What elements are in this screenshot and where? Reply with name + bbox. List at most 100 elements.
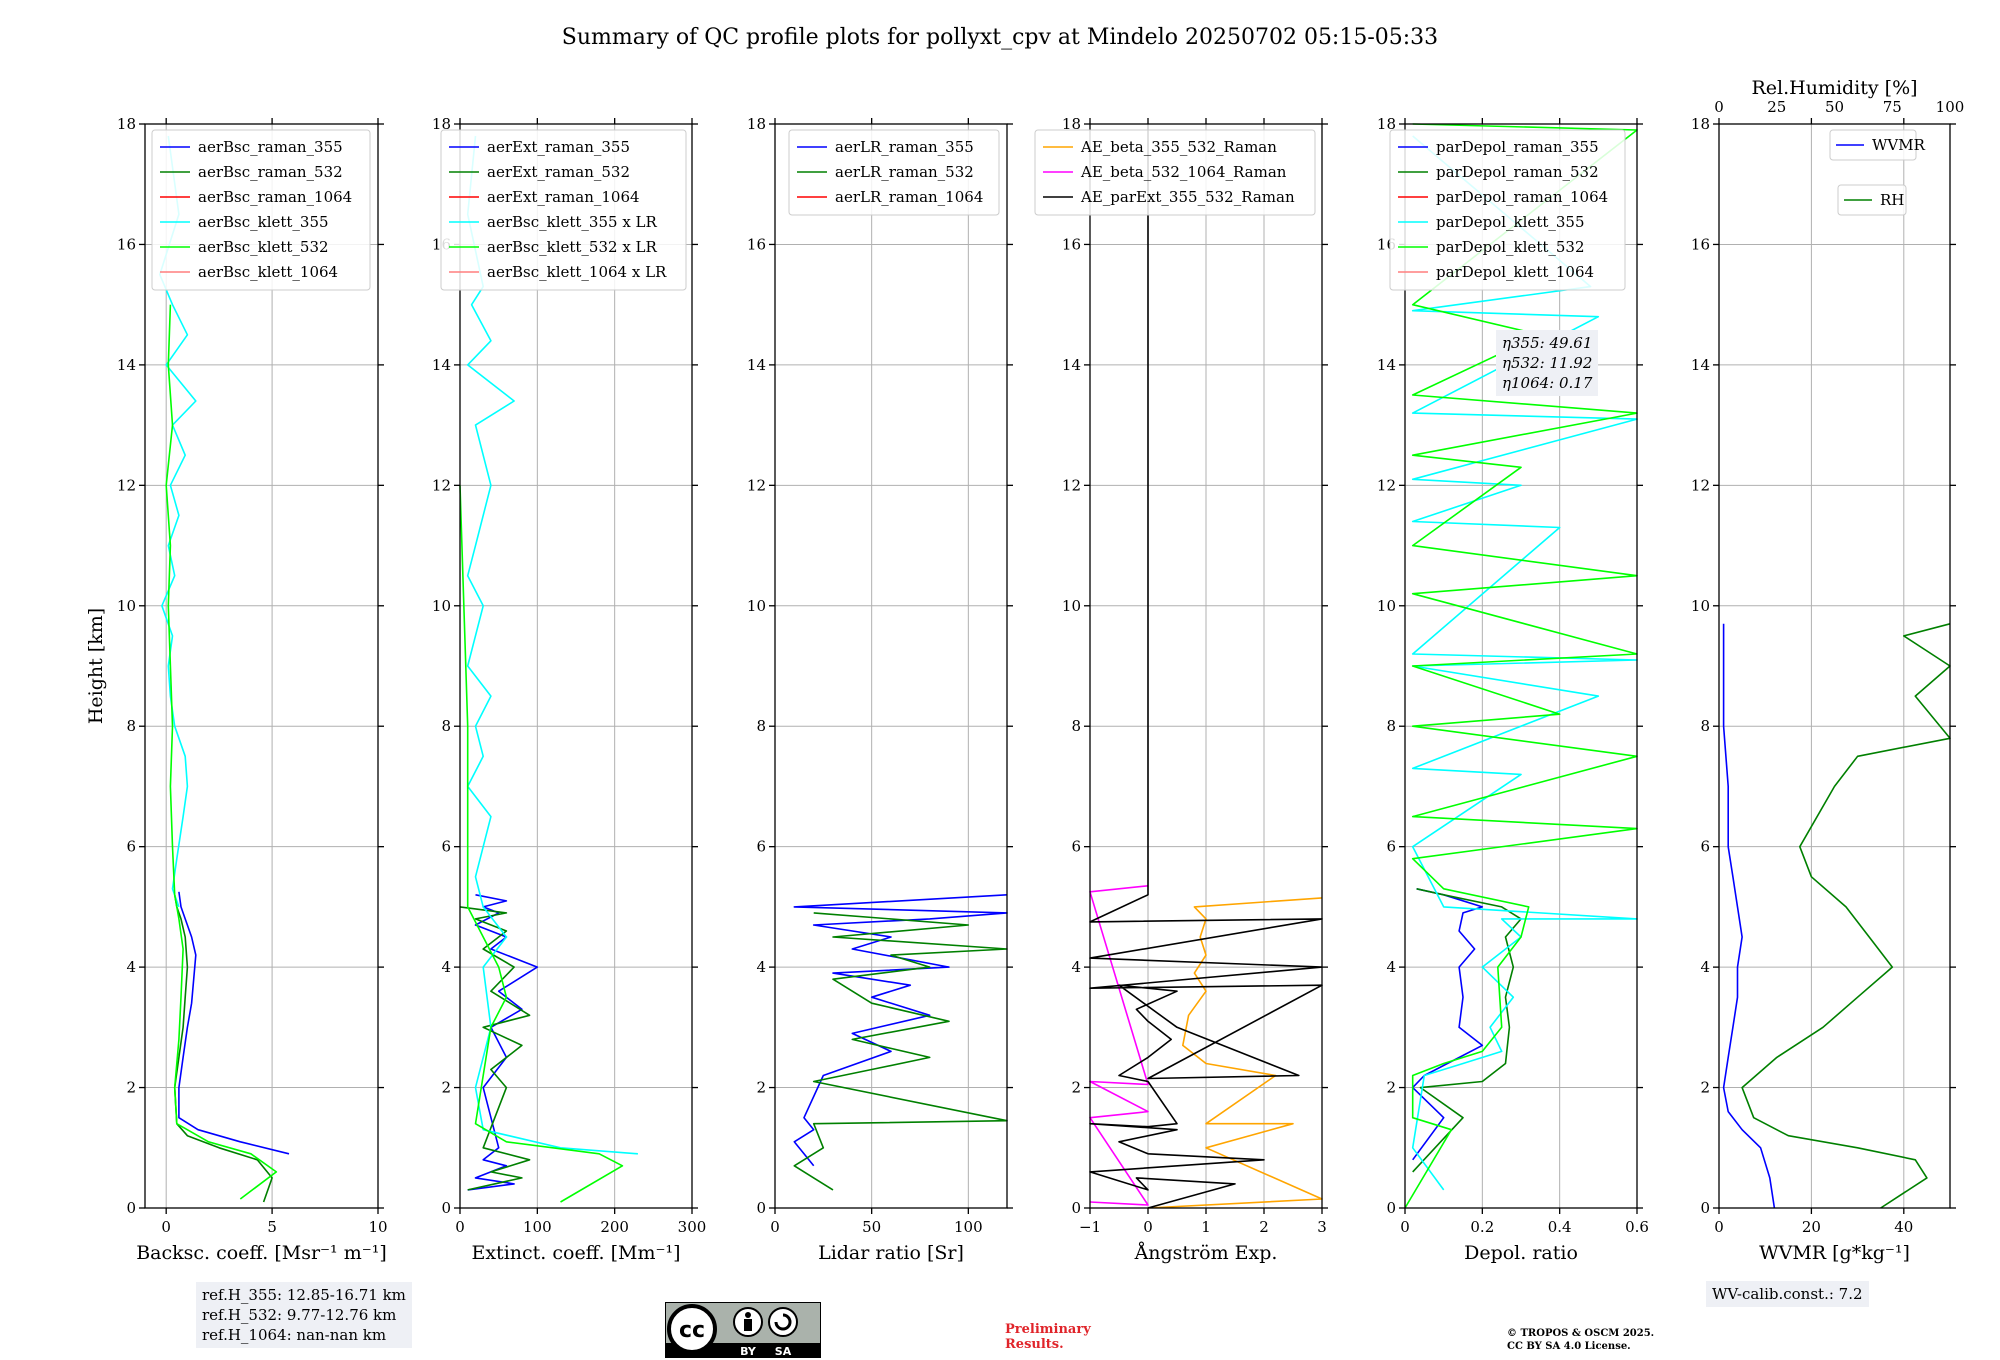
y-tick-label: 6	[126, 838, 136, 856]
y-tick-label: 12	[1377, 476, 1396, 494]
x-tick-label: 10	[368, 1218, 387, 1236]
x-tick-label: 0.4	[1548, 1218, 1572, 1236]
y-tick-label: 14	[432, 356, 451, 374]
legend-label: parDepol_raman_532	[1436, 163, 1599, 181]
y-tick-label: 0	[1386, 1199, 1396, 1217]
series-line-1	[1411, 888, 1484, 1161]
y-tick-label: 0	[126, 1199, 136, 1217]
legend-label: aerBsc_raman_355	[198, 138, 343, 156]
x2-tick-label: 0	[1714, 98, 1724, 116]
y-tick-label: 14	[1377, 356, 1396, 374]
series-line-2	[1741, 623, 1951, 1209]
x2-tick-label: 100	[1936, 98, 1965, 116]
y-tick-label: 14	[1062, 356, 1081, 374]
series-line-2	[459, 906, 531, 1191]
y-tick-label: 12	[1691, 476, 1710, 494]
legend-box	[1034, 129, 1316, 216]
x-tick-label: 2	[1259, 1218, 1269, 1236]
x-tick-label: 40	[1894, 1218, 1913, 1236]
y-tick-label: 0	[1700, 1199, 1710, 1217]
x-tick-label: 0	[455, 1218, 465, 1236]
y-tick-label: 0	[441, 1199, 451, 1217]
y-tick-label: 4	[441, 958, 451, 976]
figure-title: Summary of QC profile plots for pollyxt_…	[562, 25, 1438, 50]
legend-label: aerBsc_klett_355	[198, 213, 329, 231]
panel-p3: 0 2 4 6 8 10 12 14 16 18 0 50 100 Lidar ratio [Sr] aer…	[747, 115, 1013, 1264]
axes-frame	[144, 123, 379, 1209]
copyright-line-2: CC BY SA 4.0 License.	[1507, 1341, 1631, 1352]
x-tick-label: 3	[1317, 1218, 1327, 1236]
y-tick-label: 16	[1062, 235, 1081, 253]
y-tick-label: 0	[1071, 1199, 1081, 1217]
x-tick-label: 0	[1714, 1218, 1724, 1236]
legend-label: aerExt_raman_1064	[487, 188, 640, 206]
x-tick-label: 0	[1400, 1218, 1410, 1236]
y-tick-label: 2	[1700, 1079, 1710, 1097]
y-tick-label: 18	[432, 115, 451, 133]
y-tick-label: 6	[756, 838, 766, 856]
y-tick-label: 0	[756, 1199, 766, 1217]
y-tick-label: 6	[1386, 838, 1396, 856]
eta-532: η532: 11.92	[1502, 354, 1593, 372]
y-tick-label: 2	[1071, 1079, 1081, 1097]
x-axis-label: Lidar ratio [Sr]	[818, 1242, 964, 1264]
legend-label: aerLR_raman_355	[835, 138, 974, 156]
x2-tick-label: 50	[1825, 98, 1844, 116]
y-axis-label: Height [km]	[85, 608, 107, 724]
legend-box	[440, 129, 687, 291]
x-tick-label: 0	[161, 1218, 171, 1236]
x-axis-label: Extinct. coeff. [Mm⁻¹]	[471, 1242, 680, 1264]
y-tick-label: 14	[1691, 356, 1710, 374]
eta-box: η355: 49.61 η532: 11.92 η1064: 0.17	[1496, 330, 1599, 396]
eta-355: η355: 49.61	[1502, 334, 1593, 352]
preliminary-results-note: Preliminary Results.	[1005, 1322, 1091, 1352]
y-tick-label: 4	[1071, 958, 1081, 976]
y-tick-label: 4	[1386, 958, 1396, 976]
share-alike-icon	[768, 1307, 798, 1337]
series-line-2	[173, 894, 273, 1203]
axes-frame	[1718, 123, 1951, 1209]
y-tick-label: 10	[1062, 597, 1081, 615]
legend-label: parDepol_raman_1064	[1436, 188, 1608, 206]
legend-label: aerBsc_klett_355 x LR	[487, 213, 658, 231]
x-axis-label: Backsc. coeff. [Msr⁻¹ m⁻¹]	[136, 1242, 387, 1264]
ref-height-box: ref.H_355: 12.85-16.71 km ref.H_532: 9.7…	[196, 1282, 412, 1348]
axes-frame	[459, 123, 693, 1209]
series-line-2	[1412, 888, 1522, 1173]
series-line-2	[793, 912, 1008, 1191]
y-tick-label: 8	[126, 717, 136, 735]
person-icon-body	[744, 1319, 752, 1331]
share-alike-arrow	[774, 1313, 792, 1331]
y-tick-label: 2	[756, 1079, 766, 1097]
legend-box	[151, 129, 371, 291]
x-tick-label: 300	[678, 1218, 707, 1236]
y-tick-label: 4	[126, 958, 136, 976]
series-line-4	[1411, 135, 1638, 1191]
y-tick-label: 18	[747, 115, 766, 133]
x-tick-label: 0.6	[1625, 1218, 1649, 1236]
y-tick-label: 10	[432, 597, 451, 615]
y-tick-label: 4	[1700, 958, 1710, 976]
y-tick-label: 18	[1377, 115, 1396, 133]
ref-height-355: ref.H_355: 12.85-16.71 km	[202, 1286, 406, 1304]
y-tick-label: 12	[432, 476, 451, 494]
panel-p1: 0 2 4 6 8 10 12 14 16 18 0 5 10 Backsc. coeff. [Msr⁻¹…	[85, 115, 388, 1264]
x2-tick-label: 25	[1767, 98, 1786, 116]
x-axis-label: WVMR [g*kg⁻¹]	[1759, 1242, 1910, 1264]
y-tick-label: 18	[1691, 115, 1710, 133]
legend-label: aerBsc_klett_1064 x LR	[487, 263, 667, 281]
wv-calib-const: WV-calib.const.: 7.2	[1712, 1285, 1863, 1303]
series-line-1	[467, 894, 539, 1191]
x-tick-label: −1	[1079, 1218, 1101, 1236]
legend-label: aerBsc_klett_532 x LR	[487, 238, 658, 256]
x-tick-label: 5	[267, 1218, 277, 1236]
x2-tick-label: 75	[1883, 98, 1902, 116]
x-tick-label: 1	[1201, 1218, 1211, 1236]
y-tick-label: 16	[1691, 235, 1710, 253]
legend-label: AE_parExt_355_532_Raman	[1080, 188, 1295, 206]
x-tick-label: 0	[770, 1218, 780, 1236]
y-tick-label: 16	[117, 235, 136, 253]
y-tick-label: 18	[1062, 115, 1081, 133]
y-tick-label: 2	[126, 1079, 136, 1097]
